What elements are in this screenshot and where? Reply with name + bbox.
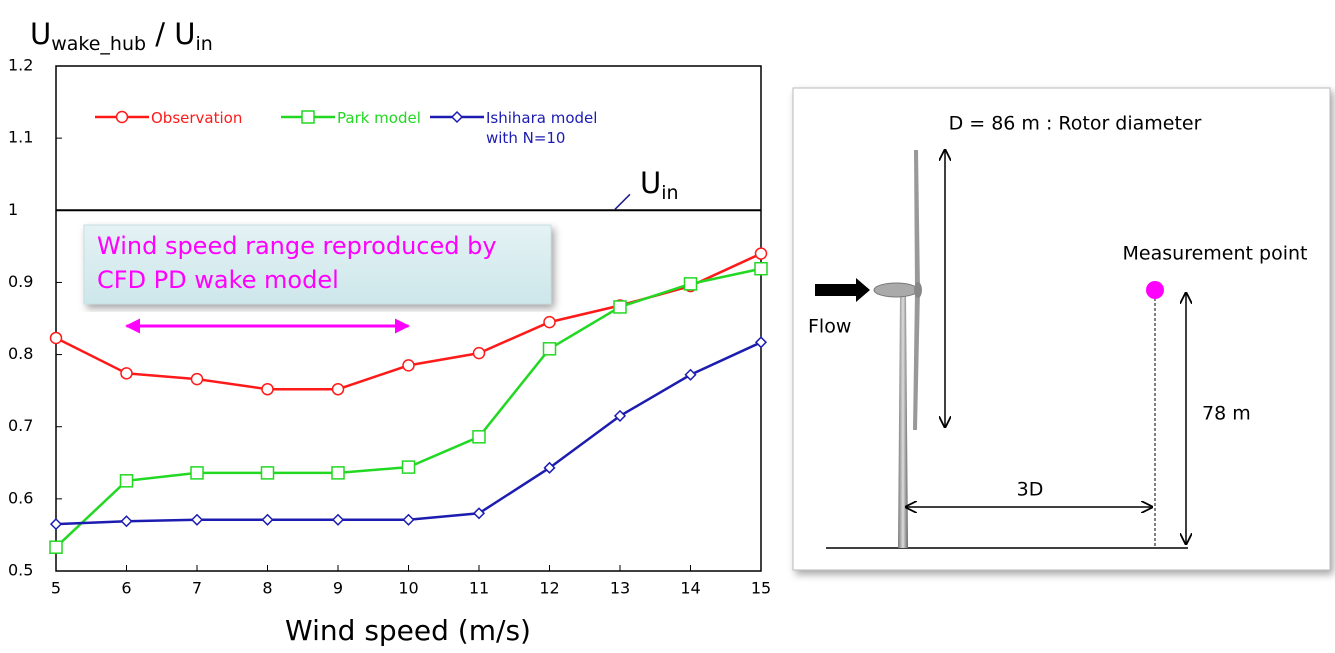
ylabel-sub: wake_hub [51, 33, 146, 55]
marker [402, 359, 415, 372]
legend-marker [301, 110, 315, 124]
marker [331, 382, 345, 396]
x-tick-label: 14 [680, 579, 700, 598]
legend-label: Park model [337, 109, 421, 127]
marker [49, 518, 63, 531]
x-tick-label: 6 [121, 579, 131, 598]
marker [49, 540, 63, 554]
reference-leader [614, 193, 631, 210]
height-label: 78 m [1202, 403, 1251, 425]
diagram-panel [792, 87, 1331, 571]
reference-label: Uin [640, 166, 679, 204]
x-tick-label: 10 [398, 579, 418, 598]
nacelle [873, 282, 919, 298]
y-tick-label: 1 [8, 200, 18, 219]
marker [754, 336, 768, 349]
y-tick-label: 0.9 [8, 272, 33, 291]
marker [190, 372, 204, 386]
marker [683, 277, 698, 291]
x-tick-label: 12 [539, 579, 559, 598]
series-line [55, 267, 762, 549]
marker [684, 368, 697, 381]
reference-label-part: U [640, 166, 661, 200]
marker [472, 346, 486, 360]
distance-label: 3D [1017, 479, 1044, 501]
diagram: D = 86 m : Rotor diameter Measurement po… [792, 87, 1331, 571]
flow-arrow [815, 278, 870, 302]
marker [331, 466, 345, 480]
marker [49, 331, 63, 345]
marker [401, 460, 416, 474]
reference-label-sub: in [661, 182, 678, 204]
x-tick-label: 5 [51, 579, 61, 598]
legend-swatch [95, 110, 149, 124]
y-tick-label: 0.5 [8, 561, 33, 580]
rotor-label: D = 86 m : Rotor diameter [949, 113, 1202, 135]
marker [543, 315, 556, 329]
ylabel-sub: in [196, 33, 213, 55]
marker [613, 409, 627, 422]
ylabel-part: U [30, 17, 51, 51]
x-tick-label: 7 [192, 579, 202, 598]
marker [754, 247, 768, 260]
marker [613, 300, 627, 314]
plot-frame [55, 65, 762, 572]
legend-marker [450, 110, 464, 124]
marker [120, 367, 133, 380]
legend-swatch [281, 110, 335, 124]
x-axis-label: Wind speed (m/s) [285, 614, 531, 647]
marker [331, 513, 345, 526]
x-tick-label: 13 [610, 579, 630, 598]
marker [261, 382, 274, 396]
marker [472, 507, 486, 520]
marker [190, 513, 204, 526]
ylabel-part: / U [146, 17, 195, 51]
y-tick-label: 0.6 [8, 488, 33, 507]
marker [754, 261, 768, 276]
legend-item: Park model [281, 108, 421, 128]
x-tick-label: 9 [333, 579, 343, 598]
legend-item: Observation [95, 108, 242, 128]
measurement-point [1146, 281, 1164, 299]
legend-item: Ishihara model with N=10 [430, 108, 626, 148]
marker [260, 466, 275, 480]
x-tick-label: 8 [262, 579, 272, 598]
marker [543, 461, 556, 474]
marker [402, 513, 415, 526]
x-tick-label: 11 [469, 579, 489, 598]
marker [542, 342, 557, 356]
legend-swatch [430, 110, 484, 124]
annotation-box [83, 224, 552, 305]
legend-label: Ishihara model with N=10 [486, 109, 598, 147]
y-tick-label: 0.7 [8, 416, 33, 435]
legend-label: Observation [151, 109, 243, 127]
marker [472, 430, 486, 444]
y-tick-label: 0.8 [8, 344, 33, 363]
y-axis-label: Uwake_hub / Uin [30, 17, 213, 55]
measurement-label: Measurement point [1123, 243, 1308, 265]
y-tick-label: 1.2 [8, 56, 33, 75]
hub [914, 282, 922, 298]
x-tick-label: 15 [751, 579, 771, 598]
tower [898, 296, 908, 548]
flow-label: Flow [808, 316, 851, 338]
legend-marker [115, 110, 129, 124]
marker [261, 513, 274, 526]
marker [119, 474, 134, 488]
annotation-text: Wind speed range reproduced by [97, 232, 497, 260]
marker [190, 466, 204, 480]
marker [120, 515, 133, 528]
y-tick-label: 1.1 [8, 128, 33, 147]
annotation-text: CFD PD wake model [97, 266, 339, 294]
